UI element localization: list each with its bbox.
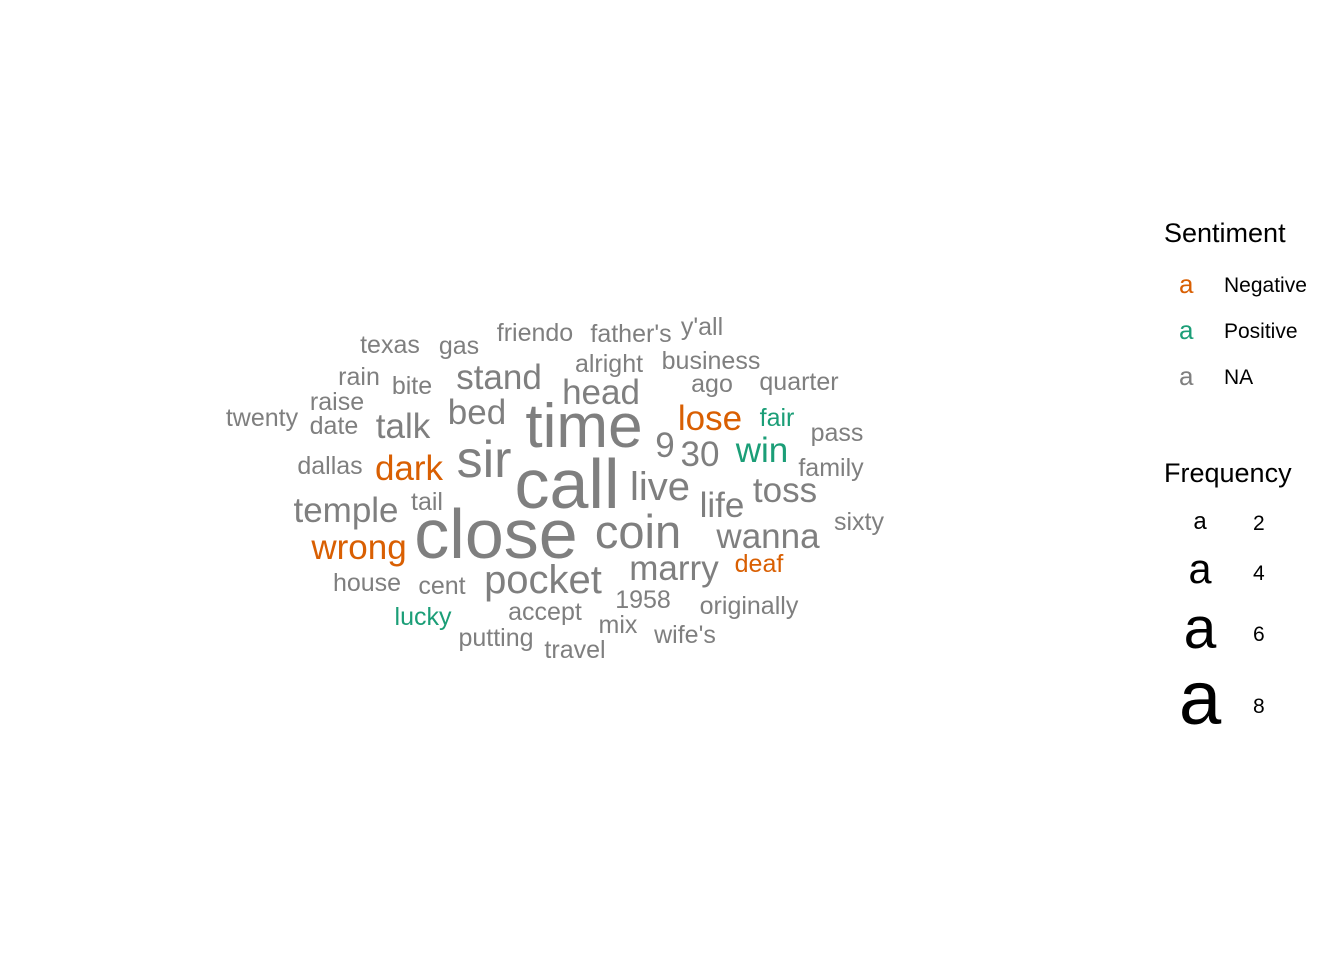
frequency-label-8: 8 (1253, 695, 1265, 718)
sentiment-key-positive: a (1179, 315, 1194, 345)
frequency-label-2: 2 (1253, 512, 1265, 535)
word-lucky: lucky (394, 602, 452, 631)
word-fair: fair (759, 403, 795, 432)
word-father-s: father's (590, 319, 672, 348)
word-twenty: twenty (225, 403, 299, 432)
sentiment-label-negative: Negative (1224, 274, 1307, 297)
sentiment-legend-title: Sentiment (1164, 218, 1286, 248)
word-1958: 1958 (615, 585, 671, 614)
word-y-all: y'all (680, 312, 724, 341)
word-cent: cent (418, 571, 466, 600)
word-raise: raise (309, 387, 365, 416)
word-marry: marry (629, 548, 719, 588)
sentiment-label-na: NA (1224, 366, 1254, 389)
word-win: win (735, 430, 789, 470)
word-quarter: quarter (759, 367, 839, 396)
word-house: house (332, 568, 402, 597)
word-sixty: sixty (834, 507, 884, 536)
word-time: time (525, 392, 643, 461)
frequency-legend-title: Frequency (1164, 458, 1292, 488)
word-stand: stand (456, 357, 542, 397)
word-business: business (661, 346, 761, 375)
frequency-label-6: 6 (1253, 623, 1265, 646)
frequency-key-8: a (1178, 655, 1222, 741)
word-putting: putting (458, 623, 534, 652)
word-pass: pass (810, 418, 864, 447)
word-dark: dark (374, 448, 444, 488)
word-sir: sir (456, 431, 512, 489)
word-bite: bite (391, 371, 433, 400)
word-life: life (699, 485, 745, 525)
word-talk: talk (375, 406, 431, 446)
word-live: live (629, 465, 691, 509)
word-texas: texas (360, 330, 420, 359)
sentiment-label-positive: Positive (1224, 320, 1298, 343)
word-friendo: friendo (496, 318, 574, 347)
word-mix: mix (598, 610, 638, 639)
word-bed: bed (447, 392, 507, 432)
legend: Sentiment a Negative a Positive a NA Frequenc… (1164, 218, 1339, 758)
word-alright: alright (574, 349, 644, 378)
word-wanna: wanna (716, 516, 820, 556)
sentiment-key-negative: a (1179, 269, 1194, 299)
word-toss: toss (752, 470, 818, 510)
word-9: 9 (655, 425, 675, 465)
word-pocket: pocket (484, 558, 602, 602)
word-lose: lose (677, 398, 743, 438)
word-rain: rain (338, 362, 380, 391)
frequency-key-4: a (1188, 546, 1212, 593)
frequency-key-2: a (1193, 508, 1207, 536)
word-deaf: deaf (734, 549, 784, 578)
word-gas: gas (438, 331, 480, 360)
frequency-key-6: a (1183, 595, 1217, 661)
word-head: head (562, 372, 640, 412)
frequency-label-4: 4 (1253, 562, 1265, 585)
word-date: date (309, 411, 359, 440)
word-dallas: dallas (297, 451, 363, 480)
word-wife-s: wife's (654, 620, 716, 649)
word-family: family (798, 453, 864, 482)
word-call: call (514, 445, 620, 523)
word-coin: coin (594, 504, 682, 558)
word-accept: accept (508, 597, 582, 626)
word-tail: tail (411, 487, 443, 516)
word-30: 30 (680, 434, 720, 474)
word-close: close (414, 495, 578, 573)
sentiment-key-na: a (1179, 361, 1194, 391)
word-ago: ago (691, 369, 733, 398)
word-temple: temple (293, 490, 399, 530)
word-wrong: wrong (311, 527, 407, 567)
word-travel: travel (544, 635, 606, 664)
word-originally: originally (699, 591, 799, 620)
